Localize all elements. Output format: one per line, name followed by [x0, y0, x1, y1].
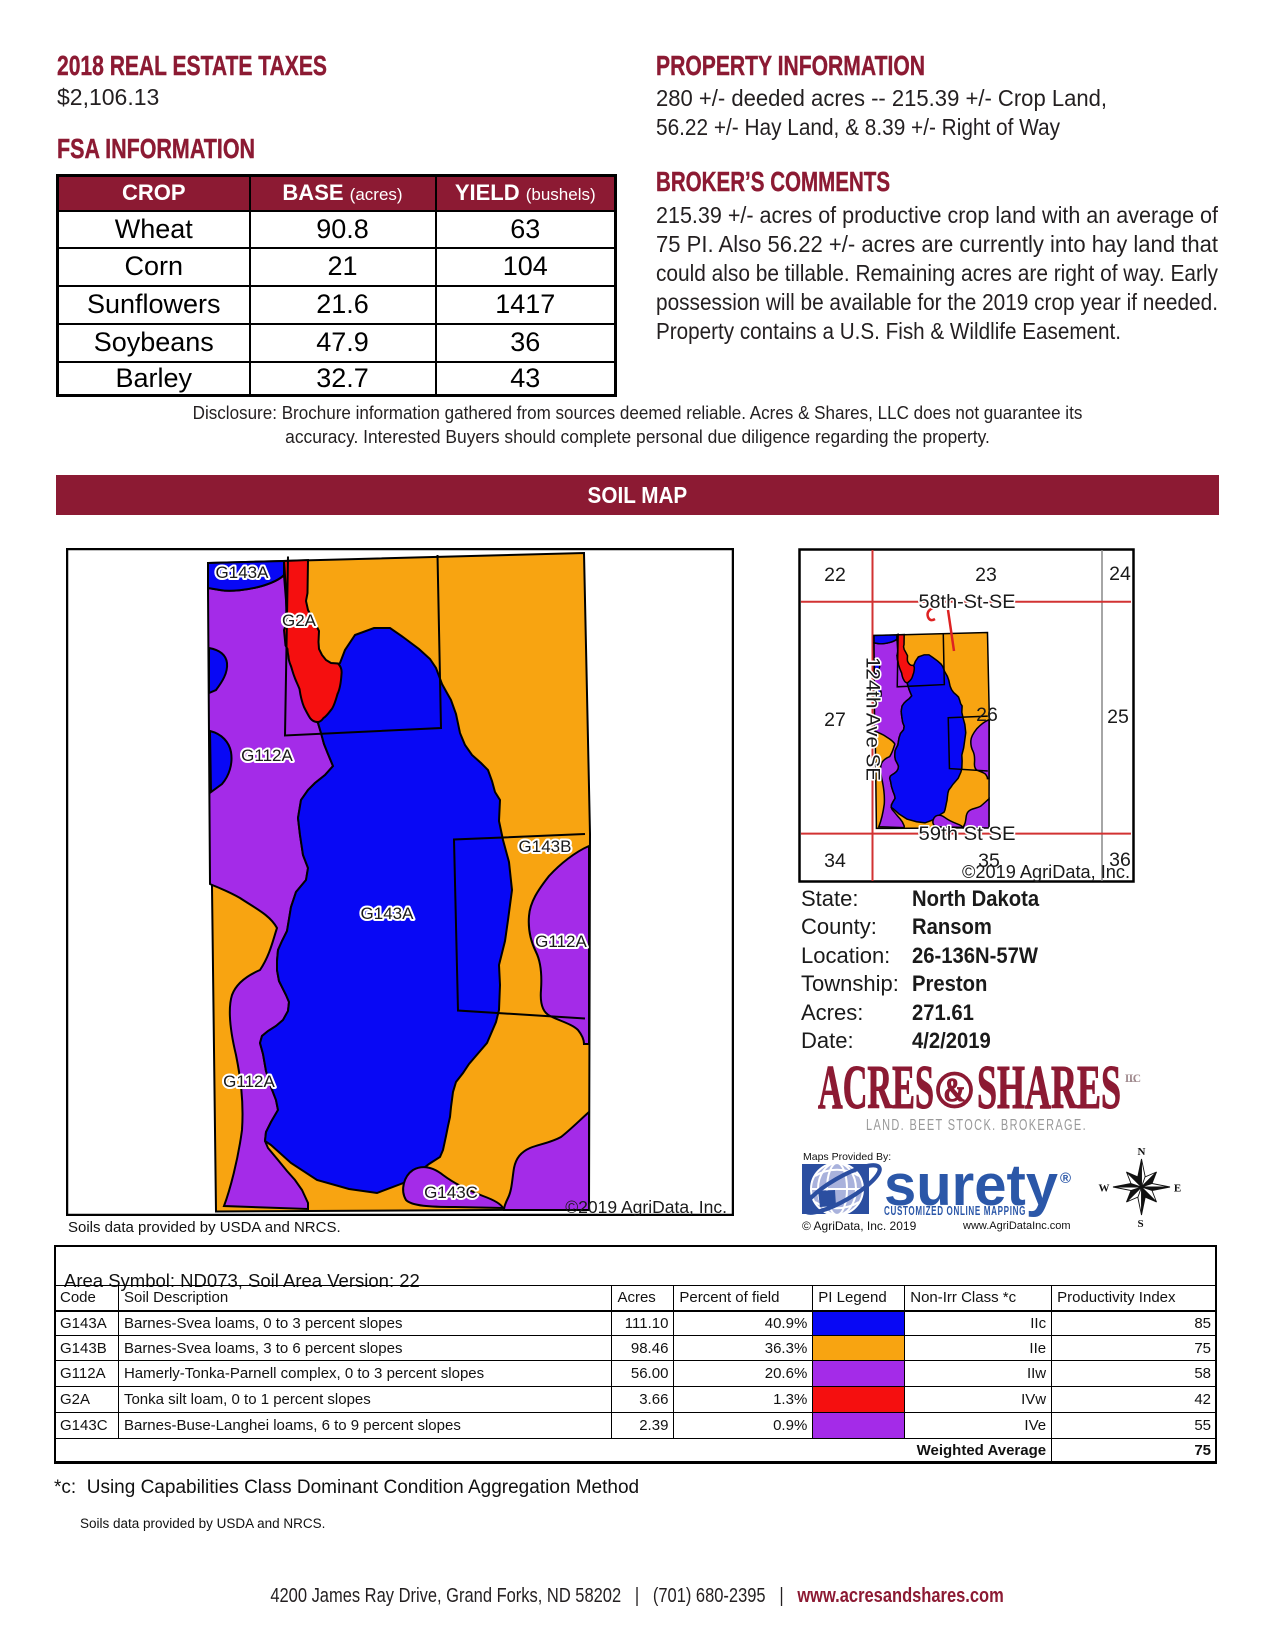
svg-text:G112A: G112A — [535, 932, 587, 951]
svg-text:LAND. BEET STOCK. BROKERAGE.: LAND. BEET STOCK. BROKERAGE. — [866, 1117, 1087, 1134]
svg-text:34: 34 — [824, 850, 846, 872]
svg-text:G143B: G143B — [519, 837, 572, 856]
svg-text:25: 25 — [1107, 706, 1129, 728]
svg-text:LLC: LLC — [1125, 1073, 1141, 1085]
svg-text:G143C: G143C — [424, 1183, 478, 1202]
svg-text:58th-St-SE: 58th-St-SE — [919, 592, 1016, 613]
svg-text:G143A: G143A — [216, 563, 270, 582]
svg-text:CUSTOMIZED ONLINE MAPPING: CUSTOMIZED ONLINE MAPPING — [884, 1204, 1026, 1218]
svg-text:G112A: G112A — [241, 746, 293, 765]
svg-text:©2019 AgriData, Inc.: ©2019 AgriData, Inc. — [565, 1197, 727, 1216]
svg-text:G112A: G112A — [223, 1072, 275, 1091]
svg-text:G2A: G2A — [282, 611, 317, 630]
svg-text:S: S — [1137, 1218, 1143, 1230]
svg-text:35: 35 — [978, 850, 1000, 872]
svg-text:ACRES: ACRES — [818, 1055, 934, 1122]
svg-text:W: W — [1099, 1183, 1110, 1195]
svg-text:G143A: G143A — [361, 904, 415, 923]
svg-text:®: ® — [1060, 1170, 1071, 1187]
svg-text:N: N — [1138, 1146, 1146, 1158]
svg-text:&: & — [944, 1072, 966, 1109]
svg-text:E: E — [1174, 1183, 1181, 1195]
svg-text:23: 23 — [975, 564, 997, 586]
svg-text:124th Ave SE: 124th Ave SE — [862, 657, 883, 781]
svg-text:surety: surety — [884, 1160, 1058, 1218]
svg-text:59th St SE: 59th St SE — [919, 824, 1016, 845]
svg-text:SHARES: SHARES — [977, 1055, 1121, 1122]
svg-text:24: 24 — [1109, 563, 1131, 585]
svg-text:27: 27 — [824, 709, 846, 731]
svg-text:36: 36 — [1109, 849, 1131, 871]
svg-text:22: 22 — [824, 564, 846, 586]
svg-text:©2019 AgriData, Inc.: ©2019 AgriData, Inc. — [962, 862, 1130, 882]
svg-text:26: 26 — [976, 704, 998, 726]
